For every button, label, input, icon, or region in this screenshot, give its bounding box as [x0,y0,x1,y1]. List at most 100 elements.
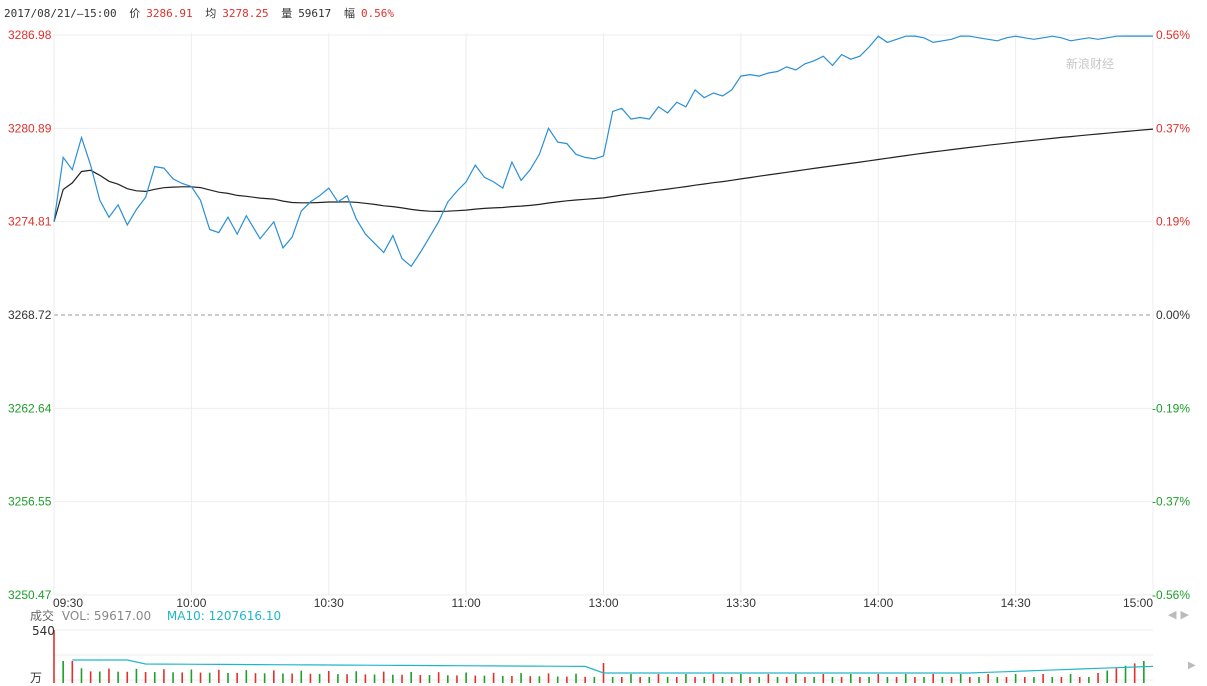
ma10-line [72,659,1154,674]
volume-bar [144,672,147,683]
volume-bar [1078,677,1081,683]
y-tick-left: 3268.72 [8,308,52,322]
volume-bar [465,672,467,683]
volume-bar [236,673,238,683]
volume-bar [108,668,110,683]
volume-bar [1051,677,1054,683]
volume-bar [1106,670,1109,683]
y-axis-left: 3286.98 3280.89 3274.81 3268.72 3262.64 3256.… [8,28,52,602]
volume-bar [987,674,989,683]
x-tick: 10:00 [176,596,206,610]
header-price: 3286.91 [146,7,193,20]
volume-bar [364,674,367,683]
volume-bar [1023,677,1026,683]
volume-bar [337,674,339,683]
y-tick-left: 3256.55 [8,495,52,509]
volume-bar [630,674,632,683]
volume-bar [309,673,312,683]
volume-bar [959,674,962,683]
volume-bar [501,675,504,683]
volume-bar [611,677,614,683]
volume-bar [1060,677,1063,683]
volume-bar [1088,677,1090,683]
volume-bar [1115,668,1118,683]
volume-bar [538,676,541,683]
y-tick-left: 3280.89 [8,121,52,135]
volume-bar [556,676,559,683]
volume-bar [419,675,422,683]
volume-bar [584,676,586,683]
chart-grid [53,33,1154,681]
y-tick-right: 0.00% [1156,308,1190,322]
x-tick: 10:30 [314,596,344,610]
volume-bar [135,668,138,683]
volume-bar [1005,677,1008,683]
y-tick-left: 3250.47 [8,588,52,602]
volume-bar [712,674,715,683]
volume-bar [657,674,660,683]
chart-header: 2017/08/21/—15:00 价 3286.91 均 3278.25 量 596… [4,5,400,21]
volume-bar [447,675,449,683]
volume-bar [758,677,760,683]
x-tick: 14:30 [1001,596,1031,610]
header-price-label: 价 [129,7,141,20]
volume-bar [575,673,577,683]
volume-value: VOL: 59617.00 [61,609,152,623]
volume-bar [327,671,330,683]
volume-bar [117,671,119,683]
x-tick: 13:30 [726,596,756,610]
volume-bar [730,677,733,683]
volume-bar [373,674,376,683]
y-tick-right: -0.56% [1152,588,1190,602]
volume-bar [813,677,815,683]
volume-bar [923,677,925,683]
volume-bar [1097,673,1099,683]
volume-bar [126,671,129,683]
volume-bar [740,674,742,683]
volume-bar [410,671,412,683]
volume-bar [98,671,101,683]
volume-bar [153,672,156,683]
volume-bar [904,674,907,683]
x-tick: 09:30 [53,596,83,610]
volume-bar [199,672,202,683]
volume-bar [401,674,403,683]
y-tick-right: -0.19% [1152,401,1190,415]
volume-bar [1042,674,1044,683]
y-tick-right: 0.37% [1156,121,1190,135]
volume-bar [245,670,248,683]
volume-bar [969,677,971,683]
volume-bar [566,676,568,683]
y-tick-left: 3262.64 [8,401,52,415]
zoom-arrow-icon[interactable]: ▶ [1188,660,1196,671]
volume-bar [795,674,797,683]
volume-bar [181,672,184,683]
volume-bar [831,677,834,683]
volume-bar [804,677,806,683]
volume-bar [254,673,257,683]
volume-bar [1033,677,1035,683]
volume-bar [941,677,944,683]
volume-bar [978,677,980,683]
volume-bar [886,677,889,683]
volume-bar [346,674,348,683]
volume-bar [694,677,696,683]
price-series [53,35,1153,268]
header-vol-label: 量 [281,7,293,20]
x-tick: 11:00 [452,596,481,610]
x-tick: 13:00 [588,596,618,610]
volume-bar [648,677,651,683]
volume-bar [859,677,861,683]
volume-bar [877,674,880,683]
volume-bar [1069,674,1072,683]
volume-bar [263,673,266,683]
volume-bar [355,671,358,683]
volume-bar [840,677,843,683]
volume-bar [621,677,623,683]
volume-bar [208,672,211,683]
y-tick-right: 0.56% [1156,28,1190,42]
volume-bar [950,677,953,683]
scroll-arrows-icon[interactable]: ◀▶ [1168,608,1193,621]
volume-bar [520,673,522,683]
